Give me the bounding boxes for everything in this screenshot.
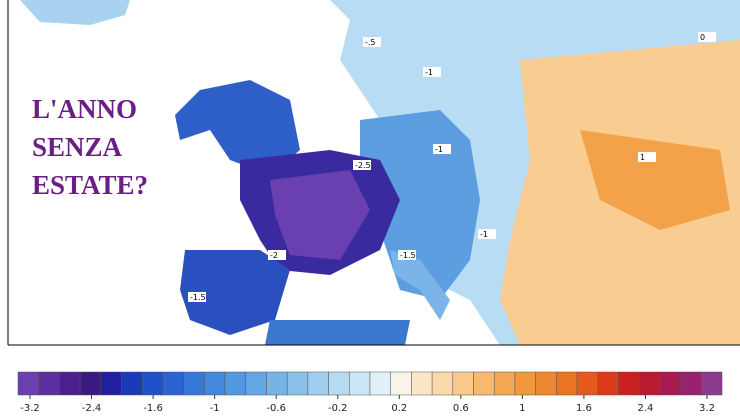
- colorbar: -3.2 -2.4 -1.6 -1 -0.6 -0.2 0.2 0.6 1 1.6 2.4 3.2: [17, 371, 723, 414]
- colorbar-box: [556, 371, 578, 396]
- contour-label-bg: [433, 144, 451, 154]
- colorbar-box: [286, 371, 309, 396]
- colorbar-tick-label: 1: [519, 403, 525, 414]
- contour-label-bg: [698, 32, 716, 42]
- contour-label: -1: [425, 68, 433, 77]
- colorbar-tick-label: -0.2: [328, 403, 348, 414]
- north-africa: [265, 320, 410, 345]
- contour-label-bg: [363, 37, 381, 47]
- central-europe: [360, 110, 480, 300]
- colorbar-box: [680, 371, 702, 396]
- colorbar-tick-label: 3.2: [699, 403, 715, 414]
- contour-label-bg: [268, 250, 286, 260]
- contour-label: 1: [640, 153, 645, 162]
- colorbar-box: [121, 371, 143, 396]
- colorbar-box: [638, 371, 661, 396]
- colorbar-box: [266, 371, 288, 396]
- colorbar-box: [307, 371, 329, 396]
- warm-core: [580, 130, 730, 230]
- contour-label-bg: [423, 67, 441, 77]
- colorbar-box: [493, 371, 516, 396]
- colorbar-tick-label: -1.6: [143, 403, 163, 414]
- contour-label: -1.5: [190, 293, 206, 302]
- colorbar-box: [411, 371, 433, 396]
- colorbar-box: [100, 371, 122, 396]
- iceland: [20, 0, 130, 25]
- colorbar-tick-label: -2.4: [82, 403, 102, 414]
- colorbar-box: [701, 371, 723, 396]
- colorbar-box: [390, 371, 412, 396]
- colorbar-box: [535, 371, 557, 396]
- contour-label: -1.5: [400, 251, 416, 260]
- colorbar-box: [659, 371, 681, 396]
- colorbar-box: [162, 371, 184, 396]
- contour-label: -2: [270, 251, 278, 260]
- colorbar-box: [38, 371, 60, 396]
- colorbar-box: [141, 371, 164, 396]
- colorbar-box: [224, 371, 247, 396]
- colorbar-box: [328, 371, 350, 396]
- colorbar-tick-label: 0.2: [391, 403, 407, 414]
- colorbar-tick-label: 1.6: [576, 403, 592, 414]
- colorbar-tick-label: 0.6: [453, 403, 469, 414]
- title-line: L'ANNO: [32, 94, 137, 124]
- colorbar-box: [514, 371, 536, 396]
- contour-label: -1: [435, 145, 443, 154]
- contour-label: -.5: [365, 38, 376, 47]
- colorbar-box: [183, 371, 205, 396]
- colorbar-box: [349, 371, 371, 396]
- colorbar-tick-label: -3.2: [20, 403, 40, 414]
- title-line: SENZA: [32, 132, 123, 162]
- colorbar-box: [17, 371, 39, 396]
- title: L'ANNO SENZA ESTATE?: [32, 94, 148, 200]
- colorbar-box: [618, 371, 640, 396]
- colorbar-box: [79, 371, 102, 396]
- british-isles: [175, 80, 300, 175]
- title-line: ESTATE?: [32, 170, 148, 200]
- colorbar-box: [204, 371, 226, 396]
- contour-label-bg: [478, 229, 496, 239]
- colorbar-box: [369, 371, 391, 396]
- colorbar-box: [576, 371, 599, 396]
- colorbar-box: [597, 371, 619, 396]
- colorbar-tick-label: -1: [210, 403, 220, 414]
- colorbar-box: [473, 371, 495, 396]
- contour-label: -2.5: [355, 161, 371, 170]
- iberia: [180, 250, 290, 335]
- colorbar-box: [452, 371, 474, 396]
- france: [270, 170, 370, 260]
- colorbar-tick-label: 2.4: [638, 403, 654, 414]
- colorbar-tick-label: -0.6: [266, 403, 286, 414]
- contour-label-bg: [353, 160, 371, 170]
- contour-labels: -2.5 -2 -1.5 -1 -.5 -1 -1.5 -1 1 0: [188, 32, 716, 302]
- contour-label-bg: [398, 250, 416, 260]
- contour-label-bg: [638, 152, 656, 162]
- contour-label: -1: [480, 230, 488, 239]
- map: [7, 0, 740, 346]
- contour-label: 0: [700, 33, 705, 42]
- contour-label-bg: [188, 292, 206, 302]
- italy: [390, 250, 450, 320]
- colorbar-box: [431, 371, 454, 396]
- colorbar-box: [59, 371, 81, 396]
- colorbar-box: [245, 371, 267, 396]
